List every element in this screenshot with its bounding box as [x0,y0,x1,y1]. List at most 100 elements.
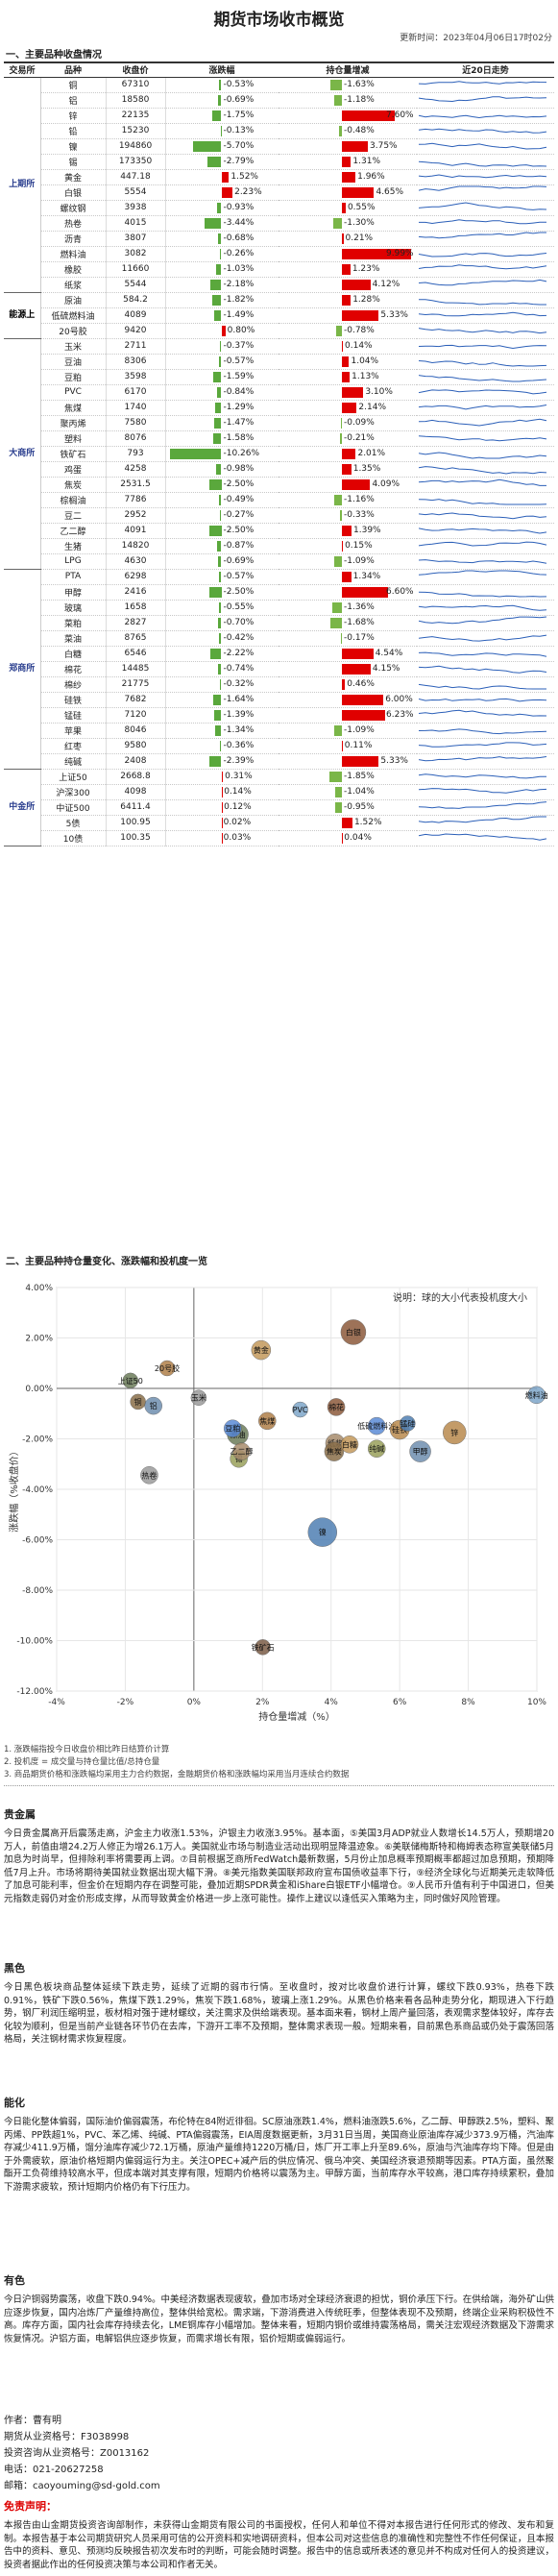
oi-cell: 1.52% [279,815,417,831]
table-row: 10债 100.35 0.03% 0.04% [4,830,554,846]
oi-cell: 1.31% [279,154,417,170]
product-name: 锌 [40,108,107,124]
close-price: 6170 [106,384,166,401]
change-cell: -0.32% [165,676,279,693]
oi-value: 1.28% [352,294,380,305]
bubble-label: 上证50 [118,1377,143,1386]
oi-value: 0.04% [344,832,372,843]
sparkline-svg [419,128,547,134]
trend-sparkline [417,200,554,216]
oi-cell: -0.48% [279,123,417,139]
sparkline-svg [419,96,547,103]
oi-cell: 3.10% [279,384,417,401]
product-name: 10债 [40,830,107,846]
oi-cell: -0.09% [279,415,417,431]
bubble-label: 热卷 [141,1470,157,1480]
product-name: 纯碱 [40,753,107,770]
oi-value: -0.33% [344,509,375,520]
contact-block: 作者：曹有明 期货从业资格号：F3038998 投资咨询从业资格号：Z00131… [4,2413,160,2494]
bubble [443,1420,467,1445]
trend-sparkline [417,830,554,846]
oi-cell: 1.39% [279,523,417,539]
bubble [251,1339,272,1361]
change-cell: -2.79% [165,154,279,170]
product-name: 玻璃 [40,600,107,616]
sparkline-svg [419,160,547,167]
oi-value: 0.14% [345,340,373,351]
bubble-label: 焦炭 [327,1447,342,1457]
oi-cell: -0.17% [279,630,417,647]
sparkline-svg [419,418,547,427]
trend-sparkline [417,461,554,478]
close-price: 4258 [106,461,166,478]
bubble [144,1396,162,1415]
oi-cell: -0.21% [279,430,417,447]
oi-cell: 4.09% [279,477,417,493]
sparkline-svg [419,801,547,809]
product-name: 塑料 [40,430,107,447]
table-row: 铝 18580 -0.69% -1.18% [4,92,554,109]
sparkline-svg [419,311,547,317]
oi-cell: 0.21% [279,231,417,247]
table-row: 苹果 8046 -1.34% -1.09% [4,723,554,739]
change-cell: 1.52% [165,169,279,185]
oi-value: -0.17% [344,632,375,643]
bubble [327,1398,346,1416]
trend-sparkline [417,292,554,308]
oi-bar [342,156,352,167]
header-close: 收盘价 [106,61,165,78]
change-value: -1.03% [223,263,255,274]
oi-cell: 1.28% [279,292,417,308]
x-tick-label: 4% [325,1698,339,1707]
x-axis-label: 持仓量增减（%） [258,1710,335,1723]
bubble [255,1639,271,1656]
trend-sparkline [417,307,554,324]
table-row: 中证500 6411.4 0.12% -0.95% [4,799,554,816]
change-cell: -1.59% [165,369,279,385]
change-value: 0.12% [224,801,252,812]
change-value: -1.58% [223,432,255,443]
commentary-text: 今日贵金属高开后震荡走高，沪金主力收涨1.53%，沪银主力收涨3.95%。基本面… [4,1828,554,1904]
oi-cell: 3.75% [279,138,417,155]
oi-bar [342,402,357,413]
table-row: 中金所 上证50 2668.8 0.31% -1.85% [4,769,554,846]
sparkline-svg [419,264,547,270]
change-bar [212,694,222,705]
oi-cell: 4.15% [279,661,417,677]
oi-value: 0.46% [347,678,375,689]
oi-value: -1.63% [344,79,375,89]
close-price: 5554 [106,184,166,201]
sparkline-svg [419,81,547,85]
oi-value: 4.54% [375,648,403,658]
change-value: -2.39% [223,755,255,766]
bubble-label: 20号胶 [155,1363,180,1373]
oi-cell: -0.95% [279,799,417,816]
table-row: 上期所铜 67310 -0.53% -1.63% [4,77,554,293]
oi-cell: -1.36% [279,600,417,616]
close-price: 1740 [106,400,166,416]
author: 作者：曹有明 [4,2416,61,2426]
product-name: 白糖 [40,646,107,662]
change-cell: -2.18% [165,277,279,293]
oi-bar [342,678,346,690]
oi-value: 4.09% [372,478,400,489]
change-value: -0.42% [223,632,255,643]
oi-cell: -1.85% [279,769,417,785]
sparkline-svg [419,570,547,576]
change-value: -1.82% [223,294,255,305]
bubble-label: 铁矿石 [252,1642,275,1652]
oi-value: -1.04% [344,786,375,797]
bubble-label: 白糖 [342,1439,357,1449]
oi-bar [342,140,368,152]
change-value: -10.26% [223,448,260,458]
product-name: 沥青 [40,231,107,247]
sparkline-svg [419,651,547,657]
oi-value: -1.85% [344,771,375,781]
change-cell: 0.14% [165,784,279,800]
trend-sparkline [417,784,554,800]
close-price: 2531.5 [106,477,166,493]
note-2: 2. 投机度 = 成交量与持仓量比值/总持仓量 [4,1757,160,1767]
oi-bar [340,632,342,644]
oi-bar [342,279,371,290]
oi-value: 6.60% [386,586,414,597]
